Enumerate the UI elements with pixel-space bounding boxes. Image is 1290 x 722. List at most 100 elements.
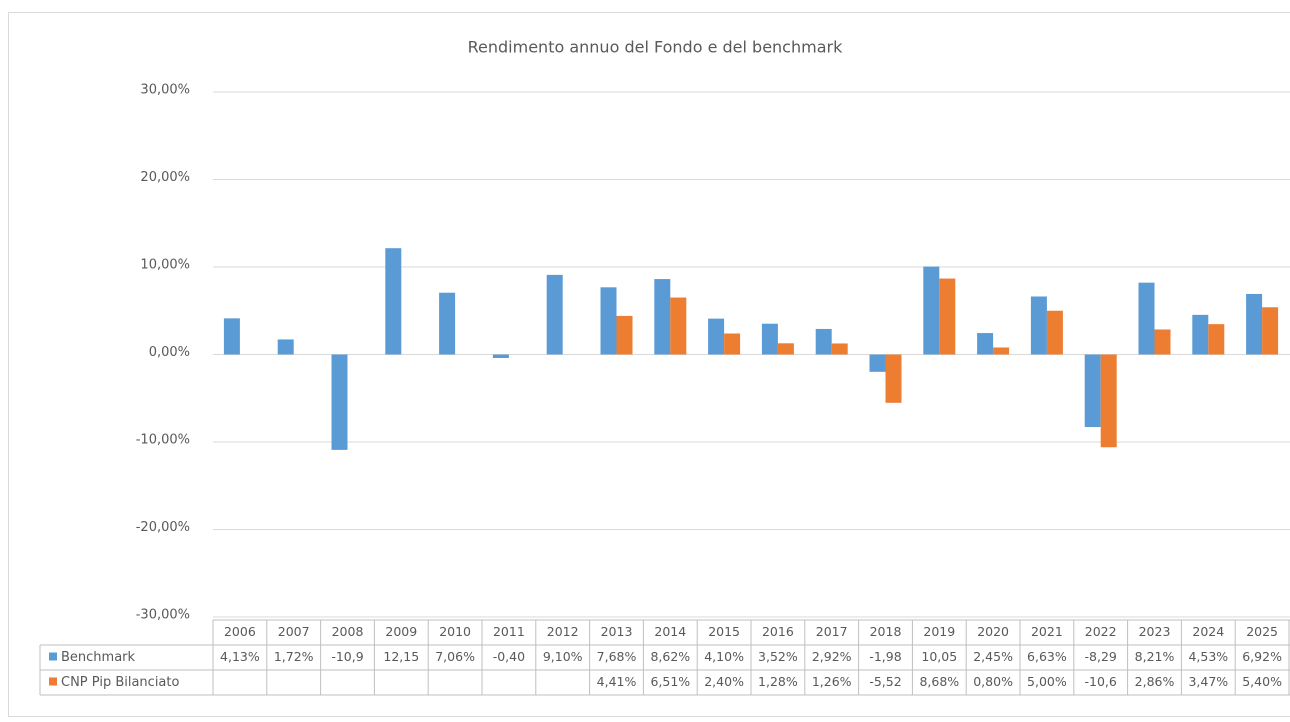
bar — [1046, 310, 1063, 355]
table-value: 1,28% — [758, 674, 798, 689]
table-value: 4,41% — [597, 674, 637, 689]
table-value: 4,10% — [704, 649, 744, 664]
x-tick-label: 2014 — [654, 624, 686, 639]
bar — [600, 287, 617, 355]
bar — [939, 278, 956, 355]
bar — [761, 323, 778, 355]
bar — [277, 339, 294, 355]
table-value: 1,26% — [812, 674, 852, 689]
table-value: -1,98 — [869, 649, 901, 664]
bar — [1154, 329, 1171, 355]
table-value: 6,92% — [1242, 649, 1282, 664]
table-value: -10,6 — [1085, 674, 1117, 689]
x-tick-label: 2025 — [1246, 624, 1278, 639]
bar — [724, 333, 741, 355]
chart-title: Rendimento annuo del Fondo e del benchma… — [468, 38, 843, 57]
table-value: 5,00% — [1027, 674, 1067, 689]
bar — [331, 354, 348, 450]
legend-label: Benchmark — [61, 650, 136, 665]
x-tick-label: 2024 — [1192, 624, 1224, 639]
y-tick-label: 0,00% — [149, 345, 190, 360]
x-tick-label: 2018 — [870, 624, 902, 639]
table-value: 5,40% — [1242, 674, 1282, 689]
bar — [708, 318, 725, 355]
bar — [654, 279, 671, 355]
table-value: 3,47% — [1188, 674, 1228, 689]
x-tick-label: 2007 — [278, 624, 310, 639]
bar — [1246, 293, 1263, 355]
x-tick-label: 2011 — [493, 624, 525, 639]
bar — [993, 347, 1010, 355]
x-tick-label: 2013 — [601, 624, 633, 639]
bar — [492, 354, 509, 358]
table-value: 7,68% — [597, 649, 637, 664]
x-tick-label: 2016 — [762, 624, 794, 639]
table-value: -0,40 — [493, 649, 525, 664]
table-value: 8,68% — [919, 674, 959, 689]
x-tick-label: 2017 — [816, 624, 848, 639]
bar — [1100, 354, 1117, 448]
bar — [1138, 282, 1155, 355]
x-tick-label: 2009 — [385, 624, 417, 639]
bar — [385, 248, 402, 355]
bar — [1192, 314, 1209, 355]
table-value: 4,13% — [220, 649, 260, 664]
x-tick-label: 2021 — [1031, 624, 1063, 639]
table-value: 1,72% — [274, 649, 314, 664]
table-value: 12,15 — [383, 649, 419, 664]
chart-border — [8, 12, 1290, 717]
y-tick-label: 20,00% — [140, 170, 190, 185]
legend-swatch — [49, 652, 57, 661]
x-tick-label: 2006 — [224, 624, 256, 639]
table-value: 0,80% — [973, 674, 1013, 689]
table-value: 7,06% — [435, 649, 475, 664]
bar — [439, 292, 456, 355]
x-tick-label: 2022 — [1085, 624, 1117, 639]
y-tick-label: -20,00% — [136, 520, 190, 535]
table-value: 10,05 — [921, 649, 957, 664]
bar — [546, 274, 563, 355]
table-value: 4,53% — [1188, 649, 1228, 664]
bar — [777, 343, 794, 355]
bar — [616, 315, 633, 355]
legend-swatch — [49, 677, 57, 686]
legend-label: CNP Pip Bilanciato — [61, 675, 179, 690]
table-value: 6,51% — [650, 674, 690, 689]
table-value: -5,52 — [869, 674, 901, 689]
x-tick-label: 2012 — [547, 624, 579, 639]
table-value: 9,10% — [543, 649, 583, 664]
bar — [1030, 296, 1047, 355]
table-value: 8,21% — [1135, 649, 1175, 664]
table-value: -10,9 — [331, 649, 363, 664]
x-tick-label: 2015 — [708, 624, 740, 639]
x-tick-label: 2019 — [923, 624, 955, 639]
bar — [869, 354, 886, 372]
bar — [923, 266, 940, 355]
x-tick-label: 2008 — [332, 624, 364, 639]
table-value: 2,92% — [812, 649, 852, 664]
bar — [885, 354, 902, 403]
x-tick-label: 2010 — [439, 624, 471, 639]
bar — [670, 297, 687, 355]
table-value: 3,52% — [758, 649, 798, 664]
x-tick-label: 2023 — [1139, 624, 1171, 639]
y-tick-label: 10,00% — [140, 258, 190, 273]
y-tick-label: -30,00% — [136, 608, 190, 623]
table-value: 6,63% — [1027, 649, 1067, 664]
table-value: 2,45% — [973, 649, 1013, 664]
table-value: 8,62% — [650, 649, 690, 664]
x-tick-label: 2020 — [977, 624, 1009, 639]
table-value: 2,86% — [1135, 674, 1175, 689]
bar — [223, 318, 240, 355]
table-value: 2,40% — [704, 674, 744, 689]
bar — [977, 333, 994, 355]
bar — [1084, 354, 1101, 428]
y-tick-label: -10,00% — [136, 433, 190, 448]
bar — [815, 328, 832, 355]
y-tick-label: 30,00% — [140, 83, 190, 98]
table-value: -8,29 — [1085, 649, 1117, 664]
bar — [831, 343, 848, 355]
bar — [1262, 307, 1279, 355]
bar — [1208, 324, 1225, 355]
